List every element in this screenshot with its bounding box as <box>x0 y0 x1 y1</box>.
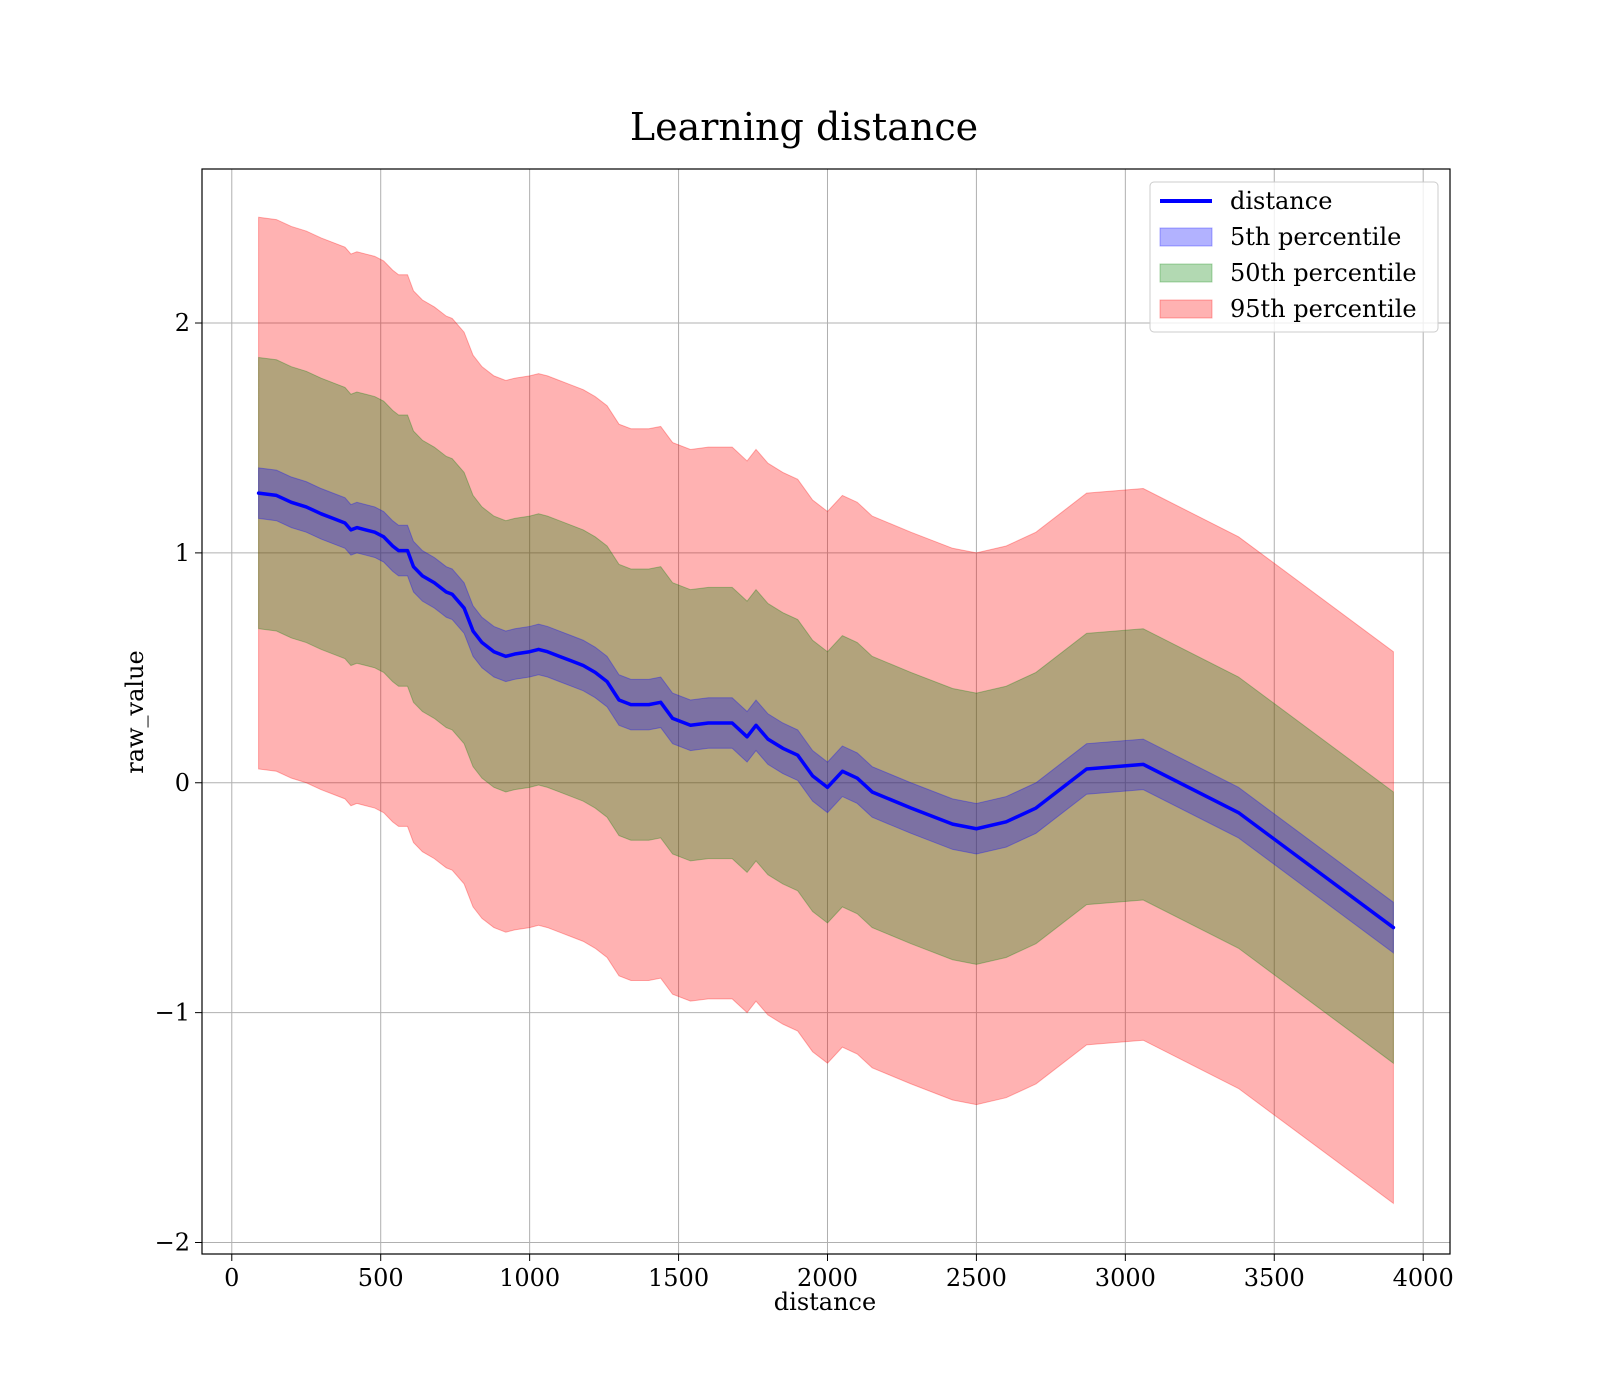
x-tick-label: 1500 <box>648 1264 709 1292</box>
x-tick-label: 3000 <box>1095 1264 1156 1292</box>
plot-frame <box>201 168 1451 1255</box>
legend-swatch-5th-percentile <box>1159 227 1213 247</box>
distance-line <box>256 491 1396 930</box>
legend-swatch-95th-percentile <box>1159 299 1213 319</box>
x-axis-ticks: 0 500 1000 1500 2000 2500 3000 3500 4000 <box>224 1254 1454 1292</box>
y-tick-label: 0 <box>175 769 190 797</box>
y-tick-label: 1 <box>175 539 190 567</box>
legend-label-50th-percentile: 50th percentile <box>1230 259 1417 287</box>
legend-box <box>1149 181 1439 333</box>
y-tick-label: 2 <box>175 309 190 337</box>
x-tick-label: 3500 <box>1244 1264 1305 1292</box>
x-tick-label: 4000 <box>1393 1264 1454 1292</box>
band-5th-percentile <box>258 467 1394 954</box>
legend-label-5th-percentile: 5th percentile <box>1230 223 1401 251</box>
legend-label-95th-percentile: 95th percentile <box>1230 295 1417 323</box>
chart-title: Learning distance <box>630 105 978 149</box>
y-tick-label: −2 <box>155 1229 190 1257</box>
series-line-distance <box>256 491 1396 930</box>
y-tick-label: −1 <box>155 999 190 1027</box>
y-axis-label: raw_value <box>121 650 149 774</box>
band-95th-percentile <box>258 216 1394 1205</box>
legend: distance 5th percentile 50th percentile … <box>1149 181 1439 333</box>
band-50th-percentile <box>258 356 1394 1065</box>
x-tick-label: 2000 <box>797 1264 858 1292</box>
legend-label-distance: distance <box>1230 187 1332 215</box>
x-tick-label: 2500 <box>946 1264 1007 1292</box>
x-tick-label: 0 <box>224 1264 239 1292</box>
x-tick-label: 1000 <box>499 1264 560 1292</box>
y-axis-ticks: −2 −1 0 1 2 <box>155 309 202 1257</box>
x-axis-label: distance <box>774 1288 876 1316</box>
legend-swatch-50th-percentile <box>1159 263 1213 283</box>
percentile-bands <box>258 216 1394 1205</box>
x-tick-label: 500 <box>358 1264 404 1292</box>
